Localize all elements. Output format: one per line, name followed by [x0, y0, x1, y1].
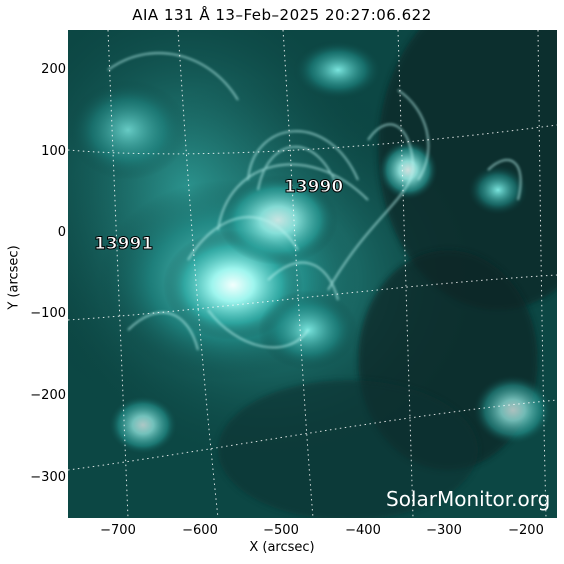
- solar-image: [68, 30, 557, 518]
- y-tick-label: 0: [57, 225, 66, 240]
- y-tick-label: −300: [30, 470, 66, 485]
- y-axis-label: Y (arcsec): [6, 245, 22, 310]
- x-axis-label: X (arcsec): [249, 540, 315, 555]
- x-tick-label: −300: [426, 523, 462, 538]
- watermark: SolarMonitor.org: [386, 487, 551, 511]
- region-label-13991: 13991: [93, 234, 154, 255]
- y-tick-label: 100: [41, 144, 66, 159]
- image-title: AIA 131 Å 13–Feb–2025 20:27:06.622: [132, 6, 432, 24]
- x-tick-label: −700: [100, 523, 136, 538]
- y-tick-label: −200: [30, 388, 66, 403]
- y-tick-label: 200: [41, 62, 66, 77]
- x-tick-label: −500: [263, 523, 299, 538]
- y-tick-label: −100: [30, 306, 66, 321]
- x-tick-label: −400: [345, 523, 381, 538]
- x-tick-label: −600: [182, 523, 218, 538]
- solar-image-panel: [68, 30, 557, 518]
- x-tick-label: −200: [508, 523, 544, 538]
- region-label-13990: 13990: [283, 177, 344, 198]
